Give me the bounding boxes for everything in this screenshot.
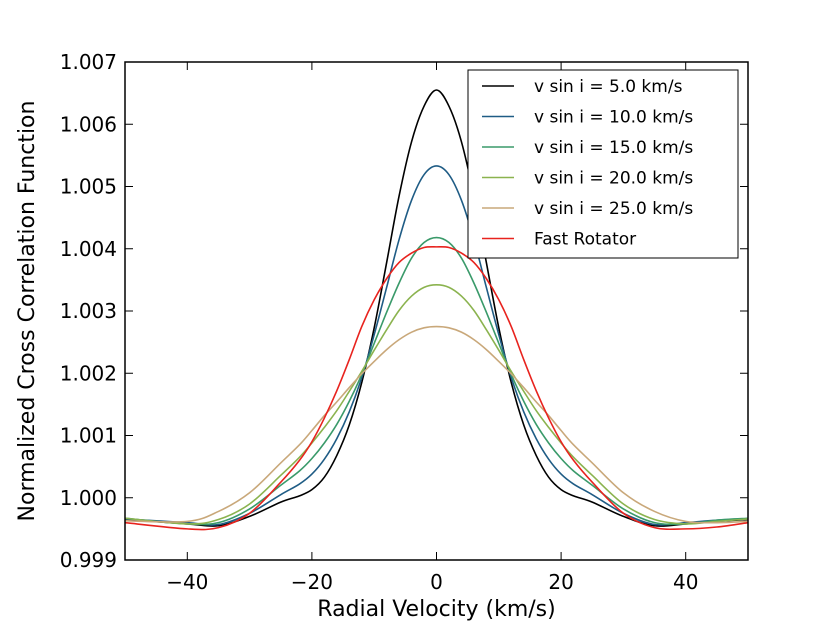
legend-box [467,69,739,259]
y-axis-label: Normalized Cross Correlation Function [15,101,40,522]
y-tick-label: 1.005 [60,175,117,199]
y-tick-label: 1.000 [60,486,117,510]
y-tick-label: 1.006 [60,112,117,136]
series-line-0 [125,89,748,527]
series-line-3 [125,284,748,525]
series-line-1 [125,165,748,526]
legend-label: v sin i = 25.0 km/s [534,199,693,219]
y-tick-label: 1.003 [60,299,117,323]
y-tick-label: 0.999 [60,548,117,572]
legend-label: v sin i = 15.0 km/s [534,138,693,158]
x-axis-label: Radial Velocity (km/s) [317,597,555,622]
x-tick-label: −20 [291,570,333,594]
legend-label: v sin i = 20.0 km/s [534,169,693,189]
axes: −40 −20 0 20 40 0.999 1.000 1.001 1.002 1.003 1.00… [60,50,749,594]
series-lines [125,89,748,531]
x-tick-label: −40 [166,570,208,594]
legend-label: v sin i = 10.0 km/s [534,108,693,128]
y-tick-label: 1.002 [60,361,117,385]
legend-label: Fast Rotator [534,230,636,250]
legend-label: v sin i = 5.0 km/s [534,77,683,97]
x-tick-label: 20 [548,570,573,594]
legend: v sin i = 5.0 km/s v sin i = 10.0 km/s v s… [467,69,739,259]
y-tick-label: 1.001 [60,424,117,448]
x-tick-label: 40 [673,570,698,594]
series-line-2 [125,236,748,526]
series-line-5 [125,246,748,531]
x-tick-label: 0 [430,570,443,594]
y-tick-label: 1.004 [60,237,117,261]
y-tick-label: 1.007 [60,50,117,74]
series-line-4 [125,325,748,524]
